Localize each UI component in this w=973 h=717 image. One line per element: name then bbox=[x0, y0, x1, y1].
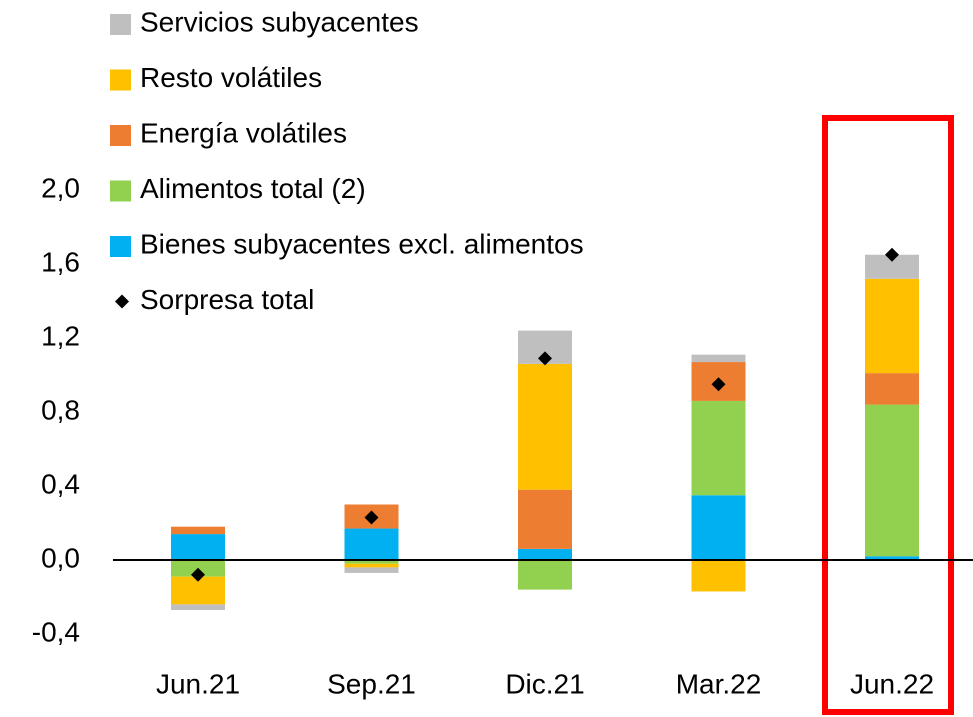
marker bbox=[364, 510, 379, 525]
y-tick-label: 0,0 bbox=[41, 542, 80, 573]
y-tick-label: 1,6 bbox=[41, 246, 80, 277]
y-tick-label: -0,4 bbox=[32, 616, 80, 647]
x-tick-label: Jun.21 bbox=[156, 668, 240, 699]
marker bbox=[191, 567, 205, 582]
y-tick-label: 0,4 bbox=[41, 468, 80, 499]
y-tick-label: 1,2 bbox=[41, 320, 80, 351]
bar-segment bbox=[691, 495, 746, 560]
x-tick-label: Sep.21 bbox=[327, 668, 416, 699]
marker bbox=[885, 247, 899, 262]
legend-label: Resto volátiles bbox=[140, 62, 322, 93]
legend-label: Energía volátiles bbox=[140, 117, 347, 148]
y-tick-label: 0,8 bbox=[41, 394, 80, 425]
legend-label: Sorpresa total bbox=[140, 284, 314, 315]
legend-swatch bbox=[110, 180, 131, 202]
bar-segment bbox=[691, 560, 746, 592]
y-tick-label: 2,0 bbox=[41, 172, 80, 203]
x-tick-label: Dic.21 bbox=[505, 668, 584, 699]
x-tick-label: Jun.22 bbox=[850, 668, 934, 699]
legend-swatch bbox=[110, 236, 131, 257]
bar-segment bbox=[518, 489, 572, 549]
marker bbox=[538, 351, 552, 366]
bar-segment bbox=[518, 548, 572, 560]
bar-segment bbox=[865, 556, 919, 560]
bar-segment bbox=[518, 363, 572, 490]
bar-segment bbox=[171, 526, 225, 535]
legend-swatch bbox=[110, 69, 131, 91]
bar-segment bbox=[691, 400, 746, 496]
bar-segment bbox=[518, 560, 572, 590]
bar-segment bbox=[865, 278, 919, 374]
marker bbox=[711, 377, 726, 392]
bar-segment bbox=[171, 534, 225, 560]
legend-swatch bbox=[110, 14, 131, 35]
bar-segment bbox=[344, 528, 399, 560]
legend-label: Alimentos total (2) bbox=[140, 173, 366, 204]
bar-segment bbox=[344, 560, 399, 564]
bar-segment bbox=[171, 604, 225, 610]
bar-segment bbox=[865, 373, 919, 405]
highlight-box bbox=[822, 115, 954, 715]
legend-swatch bbox=[110, 125, 131, 146]
legend-marker bbox=[115, 294, 129, 309]
bar-segment bbox=[344, 563, 399, 568]
bar-segment bbox=[865, 404, 919, 557]
bar-segment bbox=[691, 354, 746, 363]
legend-label: Bienes subyacentes excl. alimentos bbox=[140, 228, 584, 259]
bar-segment bbox=[344, 567, 399, 573]
legend-label: Servicios subyacentes bbox=[140, 6, 419, 37]
x-tick-label: Mar.22 bbox=[676, 668, 762, 699]
